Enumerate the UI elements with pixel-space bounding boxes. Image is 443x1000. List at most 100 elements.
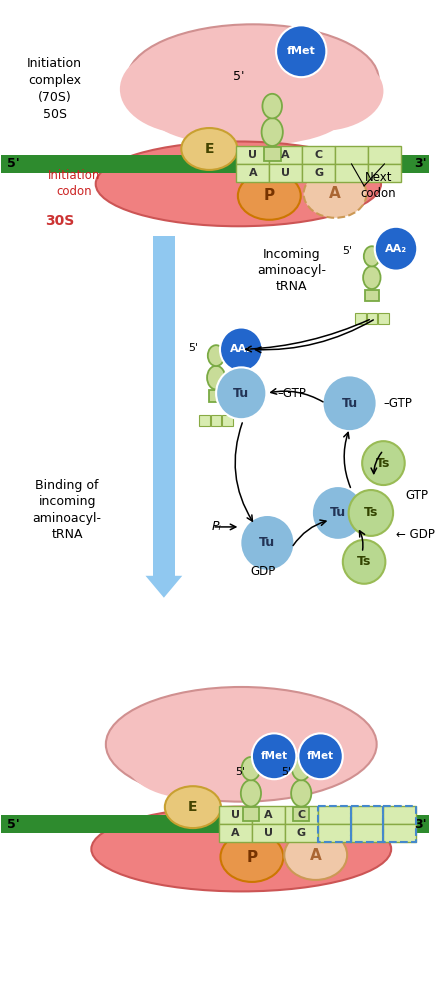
Text: 5': 5' [7,157,19,170]
Bar [199,415,210,426]
Text: AA₂: AA₂ [385,244,407,254]
Ellipse shape [91,807,391,891]
Text: Binding of
incoming
aminoacyl-
tRNA: Binding of incoming aminoacyl- tRNA [33,479,101,541]
Ellipse shape [261,118,283,146]
Text: 3': 3' [414,818,427,831]
Circle shape [343,540,385,584]
Bar [355,313,365,324]
Text: A: A [231,828,240,838]
Text: 5': 5' [282,767,292,777]
Text: P: P [246,850,257,865]
Text: 5': 5' [233,70,244,83]
Circle shape [375,227,417,271]
Bar [1,815,429,833]
Ellipse shape [221,832,284,882]
Ellipse shape [241,780,261,807]
Text: 5': 5' [235,767,245,777]
Text: G: G [314,168,323,178]
Bar [366,313,377,324]
Text: E: E [188,800,198,814]
Ellipse shape [165,786,221,828]
Ellipse shape [152,86,345,146]
Bar [368,164,401,182]
Bar [368,146,401,164]
Text: –GTP: –GTP [277,387,306,400]
Ellipse shape [115,819,245,883]
Text: A: A [264,810,272,820]
Bar [237,146,269,164]
Text: C: C [315,150,323,160]
Ellipse shape [241,713,358,791]
Bar [378,313,389,324]
Bar [209,390,224,402]
Bar [219,806,252,824]
Text: 3': 3' [414,157,427,170]
Text: Ts: Ts [357,555,371,568]
Ellipse shape [364,246,380,266]
Ellipse shape [127,24,379,134]
Circle shape [276,25,326,77]
Bar [285,806,318,824]
Bar [384,806,416,824]
Text: Initiation
complex
(70S)
50S: Initiation complex (70S) 50S [27,57,82,121]
Text: Ts: Ts [376,457,391,470]
Bar [252,824,285,842]
Ellipse shape [181,128,237,170]
Bar [219,824,252,842]
Ellipse shape [258,51,384,131]
Circle shape [252,733,296,779]
Ellipse shape [106,687,377,802]
Bar [211,415,222,426]
Circle shape [323,375,377,431]
Circle shape [240,515,295,571]
Bar [350,806,384,824]
Ellipse shape [207,366,225,390]
Bar [350,824,384,842]
Text: U: U [249,150,257,160]
Ellipse shape [291,780,311,807]
Text: GTP: GTP [406,489,429,502]
Text: Initiation
codon: Initiation codon [48,169,100,198]
Text: ← GDP: ← GDP [396,528,435,541]
Text: –GTP: –GTP [384,397,412,410]
Ellipse shape [284,830,347,880]
Ellipse shape [122,710,258,798]
Text: 5': 5' [342,246,353,256]
Text: Incoming
aminoacyl-
tRNA: Incoming aminoacyl- tRNA [257,248,326,293]
Text: U: U [231,810,240,820]
Bar [384,824,416,842]
Ellipse shape [262,94,282,118]
Bar [318,806,350,824]
Ellipse shape [208,345,225,366]
Text: 5': 5' [7,818,19,831]
Bar [350,806,384,842]
Circle shape [216,367,266,419]
Text: A: A [310,848,322,863]
FancyArrow shape [145,576,182,598]
Ellipse shape [292,757,311,780]
Bar [335,146,368,164]
Bar [269,146,302,164]
Text: Tu: Tu [259,536,276,549]
Text: Tu: Tu [342,397,358,410]
Text: fMet: fMet [260,751,288,761]
Bar [365,290,379,301]
Bar [1,155,429,173]
Circle shape [362,441,405,485]
Text: fMet: fMet [307,751,334,761]
Ellipse shape [238,172,301,220]
Text: C: C [297,810,305,820]
Ellipse shape [113,153,238,218]
Circle shape [349,490,393,536]
Bar [335,164,368,182]
Bar [269,164,302,182]
Text: E: E [205,142,214,156]
Circle shape [312,486,364,540]
Text: A: A [249,168,257,178]
Bar [318,824,350,842]
Text: A: A [329,186,341,201]
Text: AA₂: AA₂ [230,344,253,354]
Text: 30S: 30S [45,214,74,228]
Bar [293,807,310,821]
Bar [318,806,350,842]
